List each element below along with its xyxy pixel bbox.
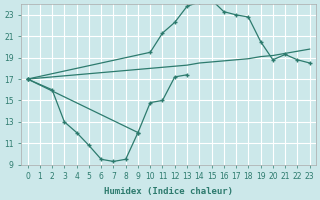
X-axis label: Humidex (Indice chaleur): Humidex (Indice chaleur) xyxy=(104,187,233,196)
